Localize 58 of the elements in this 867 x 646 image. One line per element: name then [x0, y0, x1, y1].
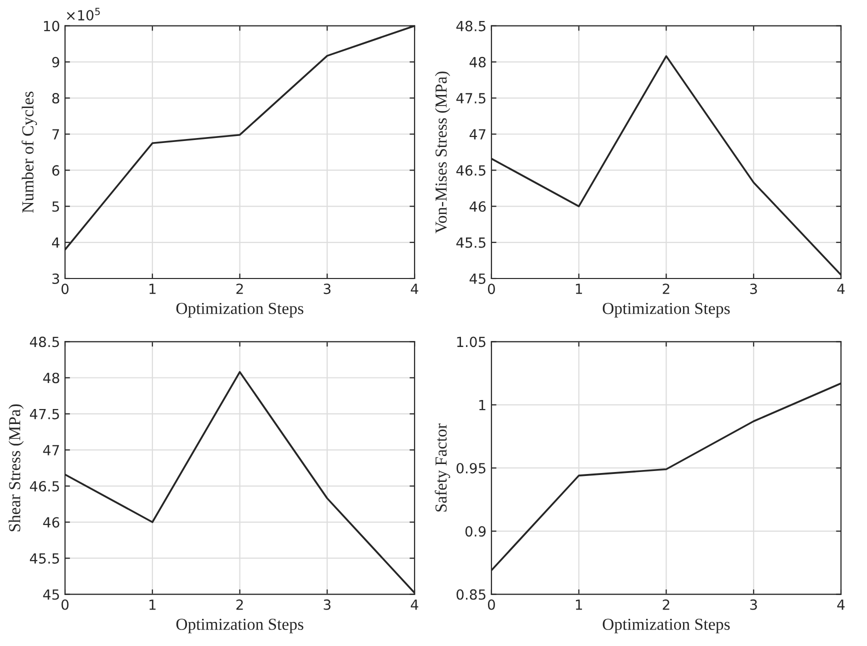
y-tick-label: 10: [44, 20, 60, 32]
y-tick-label: 47.5: [456, 93, 486, 104]
x-axis-title: Optimization Steps: [602, 302, 730, 318]
x-tick-label: 3: [324, 284, 330, 294]
y-axis-title: Number of Cycles: [22, 92, 37, 213]
y-tick-label: 0.85: [456, 589, 486, 600]
y-tick-label: 48.5: [30, 336, 59, 348]
x-tick-label: 4: [837, 284, 845, 294]
x-axis-title: Optimization Steps: [602, 618, 730, 634]
x-tick-label: 0: [62, 599, 69, 610]
y-tick-label: 46.5: [30, 481, 59, 492]
y-tick-label: 45.5: [30, 553, 59, 564]
y-tick-label: 0.95: [456, 462, 486, 474]
y-tick-label: 6: [52, 165, 60, 176]
y-tick-label: 45: [470, 274, 486, 284]
y-tick-label: 45: [43, 589, 59, 600]
y-tick-label: 47: [43, 445, 59, 456]
y-tick-label: 46: [43, 517, 60, 528]
y-tick-label: 8: [52, 92, 60, 104]
x-tick-label: 3: [750, 599, 757, 610]
y-tick-label: 0.9: [465, 526, 486, 537]
y-tick-label: 46.5: [456, 165, 486, 176]
x-tick-label: 3: [750, 284, 757, 294]
x-tick-label: 2: [236, 599, 243, 610]
x-tick-label: 0: [62, 284, 69, 294]
y-tick-label: 1: [479, 400, 486, 410]
x-tick-label: 2: [662, 599, 670, 610]
y-axis-title: Von-Mises Stress (MPa): [435, 72, 450, 234]
x-tick-label: 4: [410, 284, 418, 294]
y-tick-label: 47.5: [30, 409, 59, 420]
text: ×10$^{5}$: [66, 8, 100, 21]
y-tick-label: 7: [52, 129, 59, 140]
y-tick-label: 1.05: [457, 336, 486, 348]
x-axis-title: Optimization Steps: [176, 302, 304, 318]
x-tick-label: 1: [150, 600, 156, 610]
y-tick-label: 3: [52, 273, 60, 284]
x-tick-label: 2: [236, 284, 243, 294]
y-axis-title: Safety Factor: [434, 423, 450, 512]
x-tick-label: 1: [150, 284, 156, 294]
x-tick-label: 0: [488, 284, 495, 294]
x-tick-label: 3: [324, 599, 330, 610]
y-tick-label: 46: [470, 201, 486, 212]
y-tick-label: 5: [52, 201, 59, 212]
y-axis-title: Shear Stress (MPa): [8, 404, 24, 532]
x-tick-label: 4: [410, 600, 418, 610]
x-tick-label: 1: [576, 284, 582, 294]
x-tick-label: 2: [662, 284, 670, 294]
y-tick-label: 9: [52, 56, 60, 68]
x-tick-label: 4: [837, 600, 845, 610]
x-tick-label: 1: [576, 600, 582, 610]
y-tick-label: 48.5: [456, 20, 486, 32]
y-tick-label: 47: [470, 129, 486, 140]
y-tick-label: 48: [470, 56, 486, 68]
y-tick-label: 4: [52, 238, 60, 248]
x-tick-label: 0: [488, 599, 495, 610]
y-tick-label: 48: [43, 372, 60, 384]
x-axis-title: Optimization Steps: [176, 618, 304, 634]
y-tick-label: 45.5: [456, 238, 486, 248]
